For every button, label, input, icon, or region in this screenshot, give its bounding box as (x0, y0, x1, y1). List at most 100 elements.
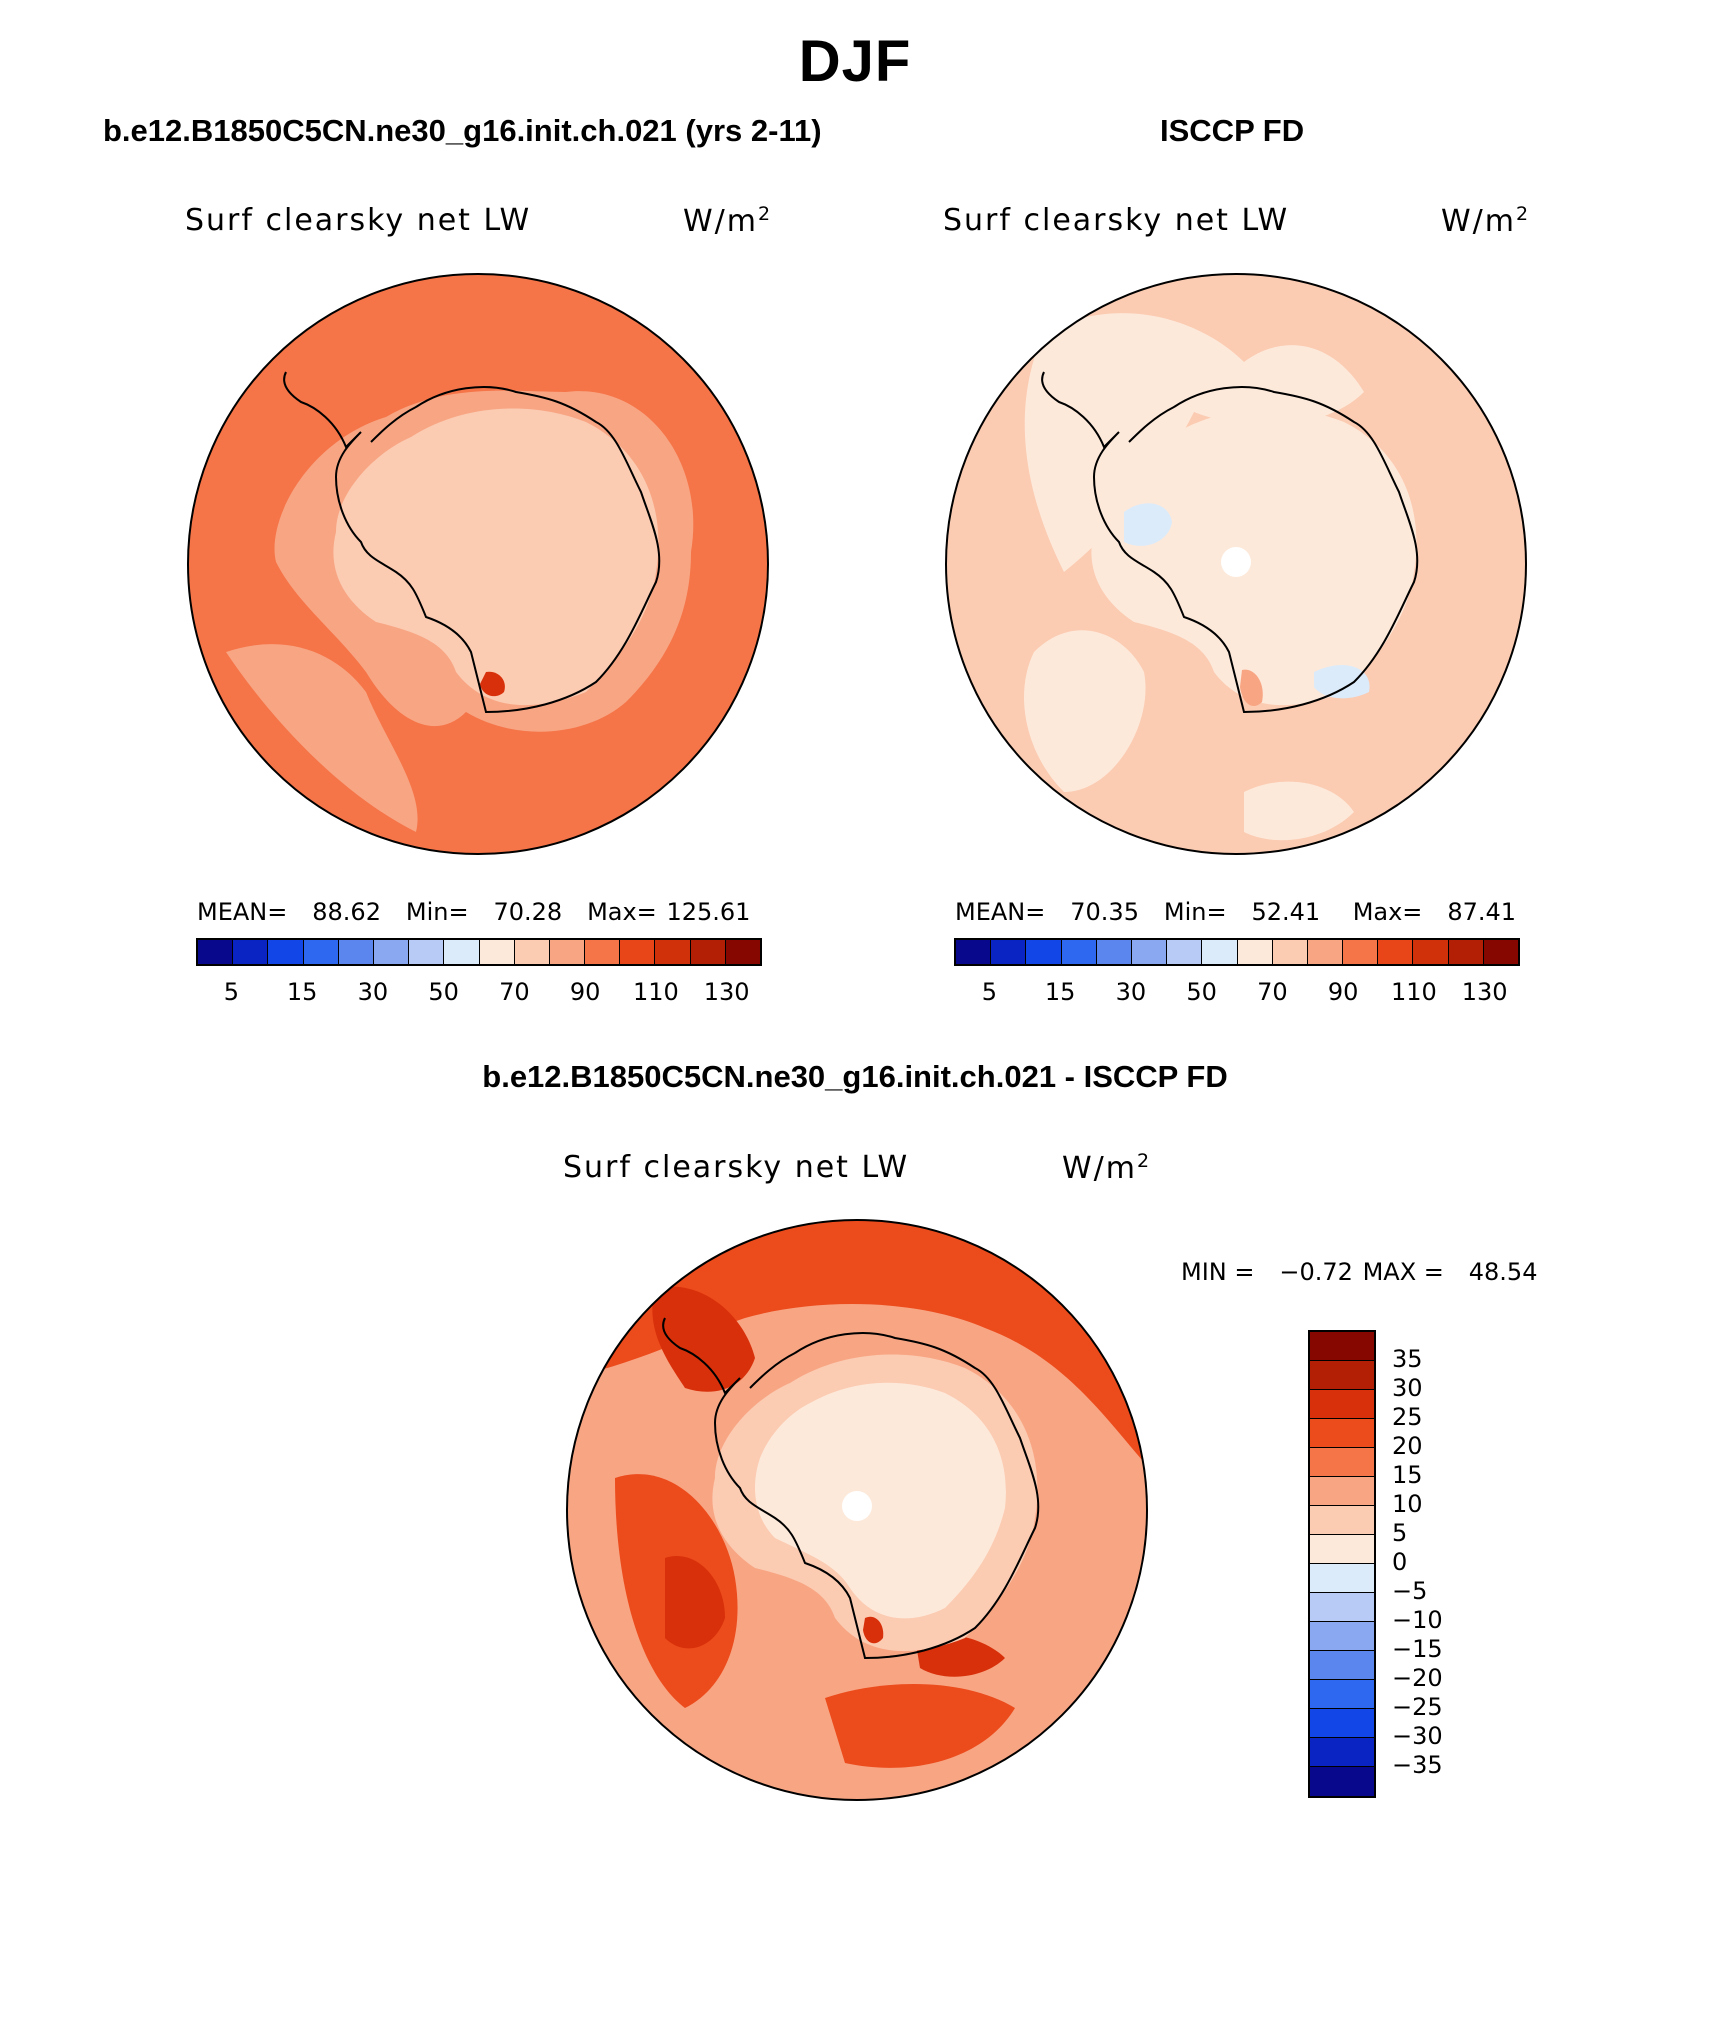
map-contour-region (567, 1220, 1147, 1468)
obs-units-label: W/m2 (1441, 203, 1531, 239)
colorbar-swatch (338, 940, 374, 964)
colorbar-tick-label: 5 (223, 978, 240, 1006)
model-colorbar (196, 938, 762, 966)
diff-colorbar-ticks: 35 30 25 20 15 10 5 0 −5 −10 −15 −20 −25 −30 −35 (1392, 1330, 1472, 1800)
figure-title: DJF (798, 29, 912, 94)
colorbar-swatch (373, 940, 410, 964)
map-contour-region (480, 671, 505, 697)
diff-variable-label: Surf clearsky net LW (563, 1150, 910, 1185)
diff-stats: MIN = −0.72 MAX = 48.54 (1181, 1258, 1538, 1286)
colorbar-tick-label: 5 (981, 978, 998, 1006)
colorbar-swatch (1310, 1332, 1374, 1361)
map-contour-region (1091, 408, 1417, 706)
colorbar-swatch (956, 940, 992, 964)
colorbar-swatch (1448, 940, 1484, 964)
colorbar-swatch (1096, 940, 1132, 964)
colorbar-tick-label: 110 (632, 978, 679, 1006)
diff-colorbar (1308, 1330, 1376, 1798)
obs-panel-title: ISCCP FD (1160, 113, 1305, 148)
colorbar-swatch (1310, 1680, 1374, 1709)
colorbar-tick-label: −35 (1392, 1751, 1443, 1779)
model-variable-label: Surf clearsky net LW (185, 203, 532, 238)
colorbar-swatch (1131, 940, 1168, 964)
colorbar-swatch (725, 940, 760, 964)
map-contour-region (333, 408, 659, 706)
colorbar-swatch (1310, 1477, 1374, 1506)
map-contour-region (1244, 781, 1354, 841)
colorbar-tick-label: −10 (1392, 1606, 1443, 1634)
map-contour-region (652, 1286, 755, 1392)
colorbar-tick-label: −15 (1392, 1635, 1443, 1663)
obs-colorbar-ticks: 5 15 30 50 70 90 110 130 (954, 978, 1520, 1008)
colorbar-tick-label: 20 (1392, 1432, 1423, 1460)
colorbar-tick-label: −25 (1392, 1693, 1443, 1721)
colorbar-swatch (1026, 940, 1062, 964)
colorbar-swatch (1310, 1622, 1374, 1651)
colorbar-swatch (1310, 1738, 1374, 1767)
colorbar-tick-label: 15 (1044, 978, 1076, 1006)
colorbar-swatch (479, 940, 515, 964)
diff-polar-map (566, 1219, 1148, 1801)
colorbar-swatch (514, 940, 550, 964)
colorbar-swatch (268, 940, 304, 964)
obs-variable-label: Surf clearsky net LW (943, 203, 1290, 238)
map-contour-region (226, 644, 418, 832)
colorbar-tick-label: 30 (1115, 978, 1147, 1006)
map-contour-region (825, 1684, 1015, 1768)
diff-units-label: W/m2 (1062, 1150, 1152, 1186)
map-contour-region (1240, 669, 1263, 707)
colorbar-swatch (549, 940, 586, 964)
colorbar-tick-label: 15 (286, 978, 318, 1006)
colorbar-swatch (1310, 1390, 1374, 1419)
colorbar-tick-label: 10 (1392, 1490, 1423, 1518)
colorbar-swatch (1061, 940, 1097, 964)
colorbar-swatch (1310, 1767, 1374, 1796)
model-panel-title: b.e12.B1850C5CN.ne30_g16.init.ch.021 (yr… (103, 113, 822, 148)
colorbar-tick-label: 90 (569, 978, 601, 1006)
model-stats: MEAN= 88.62 Min= 70.28 Max= 125.61 (197, 898, 751, 926)
colorbar-tick-label: 35 (1392, 1345, 1423, 1373)
colorbar-swatch (1310, 1651, 1374, 1680)
model-polar-map (187, 273, 769, 855)
colorbar-swatch (303, 940, 339, 964)
colorbar-tick-label: 15 (1392, 1461, 1423, 1489)
colorbar-swatch (233, 940, 269, 964)
map-contour-region (863, 1616, 884, 1644)
colorbar-swatch (1378, 940, 1414, 964)
colorbar-tick-label: 110 (1390, 978, 1437, 1006)
obs-polar-map (945, 273, 1527, 855)
colorbar-tick-label: 50 (1186, 978, 1217, 1006)
colorbar-swatch (1307, 940, 1344, 964)
colorbar-swatch (1310, 1419, 1374, 1448)
colorbar-tick-label: −30 (1392, 1722, 1443, 1750)
colorbar-swatch (409, 940, 445, 964)
colorbar-swatch (1483, 940, 1518, 964)
map-contour-region (1124, 503, 1172, 546)
colorbar-swatch (1310, 1448, 1374, 1477)
obs-stats: MEAN= 70.35 Min= 52.41 Max= 87.41 (955, 898, 1517, 926)
colorbar-tick-label: 30 (1392, 1374, 1423, 1402)
colorbar-tick-label: 70 (499, 978, 530, 1006)
colorbar-tick-label: 50 (428, 978, 459, 1006)
map-contour-region (755, 1382, 1006, 1619)
colorbar-tick-label: 130 (1461, 978, 1508, 1006)
colorbar-swatch (1310, 1535, 1374, 1564)
colorbar-swatch (690, 940, 726, 964)
colorbar-swatch (1167, 940, 1203, 964)
colorbar-swatch (991, 940, 1027, 964)
model-colorbar-ticks: 5 15 30 50 70 90 110 130 (196, 978, 762, 1008)
colorbar-swatch (1310, 1361, 1374, 1390)
colorbar-swatch (198, 940, 234, 964)
colorbar-tick-label: −20 (1392, 1664, 1443, 1692)
colorbar-swatch (1310, 1709, 1374, 1738)
obs-colorbar (954, 938, 1520, 966)
map-contour-region (1024, 630, 1146, 792)
colorbar-swatch (1202, 940, 1238, 964)
colorbar-tick-label: 0 (1392, 1548, 1408, 1576)
model-units-label: W/m2 (683, 203, 773, 239)
colorbar-swatch (1413, 940, 1449, 964)
colorbar-swatch (444, 940, 480, 964)
colorbar-tick-label: 5 (1392, 1519, 1408, 1547)
colorbar-swatch (585, 940, 621, 964)
diff-panel-title: b.e12.B1850C5CN.ne30_g16.init.ch.021 - I… (482, 1059, 1228, 1094)
